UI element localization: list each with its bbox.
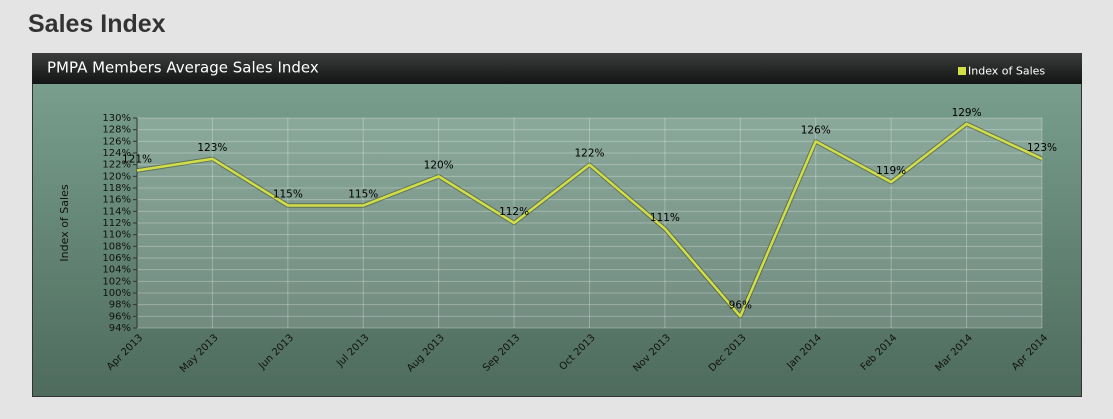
y-tick-label: 106% [102, 253, 131, 264]
data-label: 96% [729, 299, 752, 311]
data-label: 121% [122, 154, 152, 166]
data-label: 112% [499, 206, 529, 218]
y-tick-label: 120% [102, 171, 131, 182]
series-line [136, 122, 1043, 318]
data-label: 123% [197, 142, 227, 154]
y-tick-label: 98% [109, 300, 131, 311]
chart: PMPA Members Average Sales Index Index o… [32, 53, 1082, 397]
data-label: 119% [876, 165, 906, 177]
y-axis-label: Index of Sales [58, 184, 71, 261]
data-label: 111% [650, 212, 680, 224]
panel-header [32, 53, 1082, 84]
y-tick-label: 100% [102, 288, 131, 299]
data-label: 129% [952, 107, 982, 119]
y-tick-label: 126% [102, 136, 131, 147]
data-label: 115% [348, 189, 378, 201]
y-tick-label: 102% [102, 276, 131, 287]
legend-swatch [958, 67, 966, 75]
panel-background [32, 53, 1082, 397]
y-tick-label: 114% [102, 206, 131, 217]
y-tick-label: 104% [102, 265, 131, 276]
data-label: 120% [424, 159, 454, 171]
y-tick-label: 130% [102, 113, 131, 124]
y-tick-label: 110% [102, 230, 131, 241]
y-tick-label: 94% [109, 323, 131, 334]
y-tick-label: 122% [102, 160, 131, 171]
data-label: 126% [801, 124, 831, 136]
y-tick-label: 116% [102, 195, 131, 206]
legend-label: Index of Sales [968, 65, 1045, 78]
y-tick-label: 96% [109, 311, 131, 322]
y-tick-label: 118% [102, 183, 131, 194]
data-label: 122% [574, 148, 604, 160]
data-label: 123% [1027, 142, 1057, 154]
data-label: 115% [273, 189, 303, 201]
y-tick-label: 108% [102, 241, 131, 252]
y-tick-label: 128% [102, 125, 131, 136]
y-tick-label: 124% [102, 148, 131, 159]
page-heading: Sales Index [28, 10, 166, 38]
plot-area [137, 118, 1042, 328]
chart-title: PMPA Members Average Sales Index [47, 59, 319, 77]
y-tick-label: 112% [102, 218, 131, 229]
